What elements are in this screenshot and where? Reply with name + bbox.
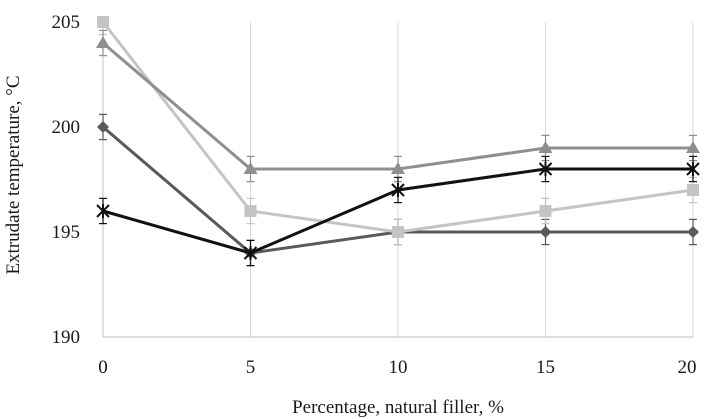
data-point-diamond — [687, 226, 699, 238]
series-group — [96, 16, 700, 267]
series-4 — [96, 155, 700, 267]
data-point-star — [96, 204, 110, 218]
x-tick-label: 10 — [389, 357, 408, 378]
data-point-square — [244, 205, 257, 217]
series-2 — [97, 16, 699, 246]
tick-labels: 0 5 10 15 20 190 195 200 205 — [52, 12, 697, 378]
y-tick-label: 205 — [52, 12, 81, 33]
x-tick-label: 5 — [246, 357, 256, 378]
data-point-triangle — [391, 162, 405, 174]
data-point-triangle — [538, 141, 553, 153]
data-point-diamond — [97, 121, 109, 133]
axes — [102, 22, 693, 338]
data-point-square — [392, 226, 404, 238]
y-tick-label: 190 — [52, 327, 81, 348]
x-tick-label: 15 — [536, 357, 555, 378]
data-point-diamond — [539, 226, 552, 238]
y-tick-label: 200 — [52, 117, 81, 138]
y-tick-label: 195 — [52, 222, 81, 243]
data-point-star — [538, 162, 553, 176]
data-point-star — [686, 162, 700, 176]
x-axis-title: Percentage, natural filler, % — [292, 397, 504, 418]
data-point-triangle — [243, 162, 258, 174]
data-point-star — [243, 246, 258, 260]
data-point-star — [391, 183, 405, 197]
data-point-square — [539, 205, 552, 217]
data-point-square — [97, 16, 109, 28]
x-tick-label: 20 — [678, 357, 697, 378]
series-3 — [96, 29, 700, 183]
data-point-triangle — [686, 141, 700, 153]
x-tick-label: 0 — [98, 357, 108, 378]
y-axis-title: Extrudate temperature, °C — [3, 75, 24, 274]
data-point-square — [687, 184, 699, 196]
data-point-triangle — [96, 36, 110, 48]
